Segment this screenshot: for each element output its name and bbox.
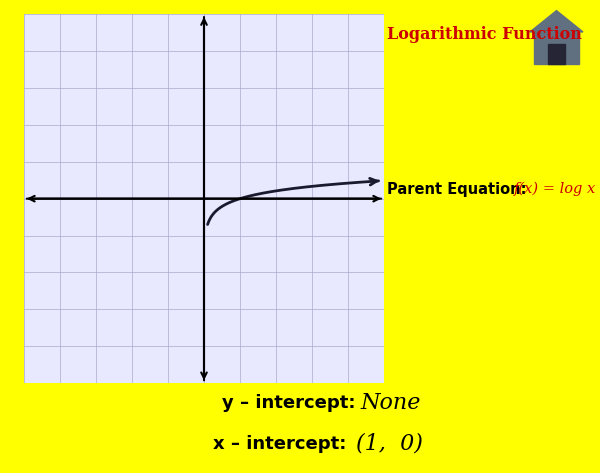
- Polygon shape: [535, 32, 578, 64]
- Text: Logarithmic Function: Logarithmic Function: [387, 26, 582, 43]
- Text: f(x) = log x: f(x) = log x: [514, 182, 596, 196]
- Text: (1,  0): (1, 0): [356, 433, 423, 455]
- Text: Parent Equation:: Parent Equation:: [387, 182, 532, 197]
- Polygon shape: [530, 11, 583, 32]
- Polygon shape: [548, 44, 565, 64]
- Text: None: None: [360, 392, 421, 414]
- Text: y – intercept:: y – intercept:: [222, 394, 355, 412]
- Text: x – intercept:: x – intercept:: [213, 435, 346, 453]
